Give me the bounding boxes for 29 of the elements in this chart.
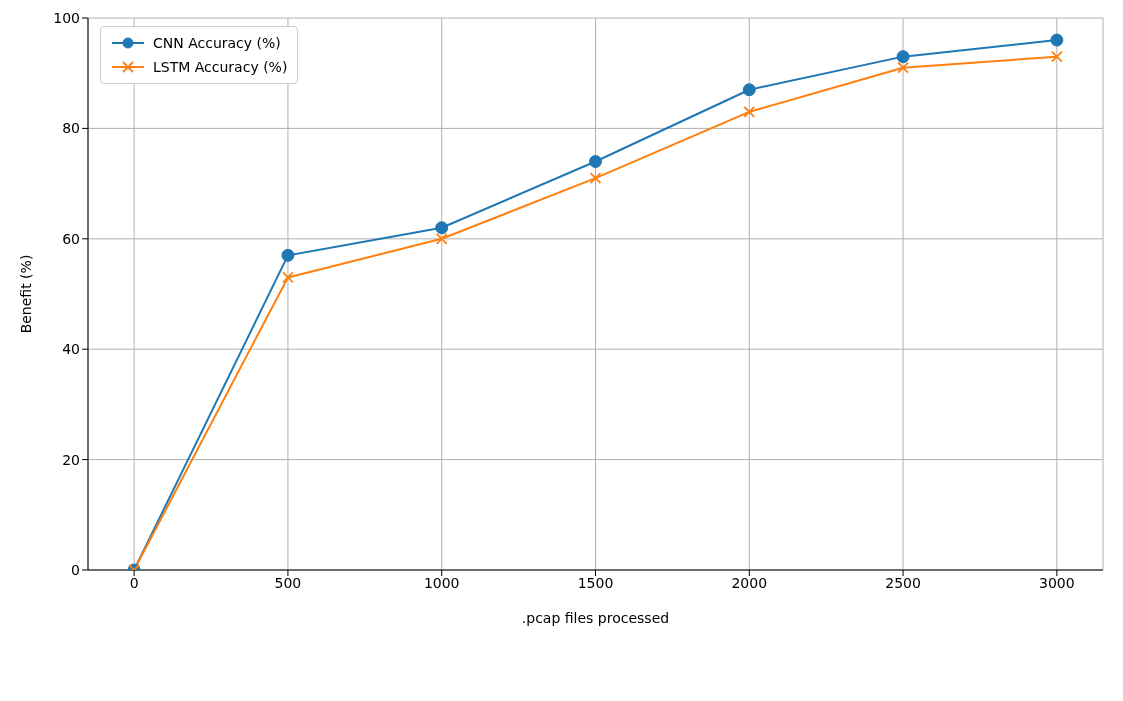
x-tick-label: 2000 [731, 574, 768, 591]
x-tick-label: 3000 [1039, 574, 1075, 591]
point [589, 172, 602, 184]
y-tick-label: 80 [62, 120, 80, 137]
point [896, 50, 910, 64]
x-tick-label: 1500 [577, 574, 614, 591]
y-tick-label: 20 [62, 451, 80, 468]
x-tick-label: 500 [274, 574, 302, 591]
y-tick-label: 0 [71, 561, 80, 578]
x-tick-label: 2500 [885, 574, 921, 591]
legend-label: LSTM Accuracy (%) [153, 59, 288, 75]
point [743, 105, 756, 118]
point [435, 232, 448, 245]
point [589, 155, 602, 169]
point [281, 248, 295, 262]
y-tick-label: 60 [62, 230, 80, 247]
y-tick-label: 40 [62, 341, 80, 358]
x-axis-title: .pcap files processed [521, 610, 670, 626]
point [897, 61, 909, 74]
x-tick-label: 1000 [423, 574, 460, 591]
y-axis-title: Benefit (%) [17, 254, 34, 334]
point [742, 83, 756, 97]
point [435, 221, 449, 235]
point [1050, 33, 1064, 47]
point [282, 271, 294, 284]
y-tick-label: 100 [53, 9, 80, 26]
x-tick-label: 0 [129, 574, 139, 591]
legend-label: CNN Accuracy (%) [153, 35, 281, 51]
point [1050, 50, 1063, 63]
